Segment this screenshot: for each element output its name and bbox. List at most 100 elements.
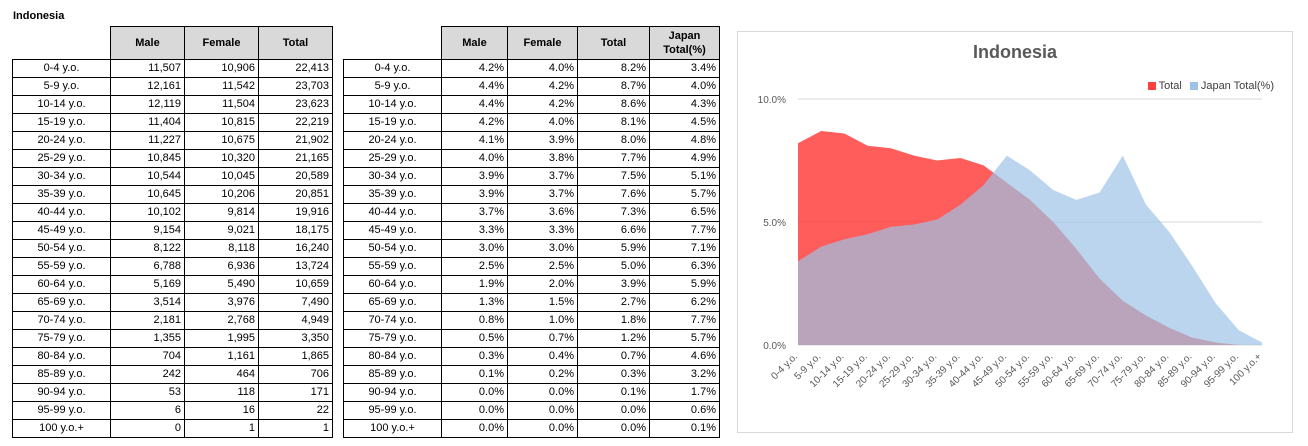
- value-cell: 7.6%: [577, 185, 650, 204]
- value-cell: 7.7%: [577, 149, 650, 168]
- age-group-cell: 65-69 y.o.: [12, 293, 111, 312]
- table-row: 35-39 y.o. 10,645 10,206 20,851: [12, 185, 333, 204]
- value-cell: 1.0%: [507, 311, 578, 330]
- value-cell: 10,675: [184, 131, 259, 150]
- value-cell: 4.4%: [441, 77, 508, 96]
- chart-plot: 0.0%5.0%10.0%0-4 y.o.5-9 y.o.10-14 y.o.1…: [758, 95, 1265, 390]
- value-cell: 10,045: [184, 167, 259, 186]
- value-cell: 5,490: [184, 275, 259, 294]
- value-cell: 10,206: [184, 185, 259, 204]
- value-cell: 0: [110, 419, 185, 438]
- value-cell: 10,320: [184, 149, 259, 168]
- value-cell: 0.7%: [577, 347, 650, 366]
- age-group-cell: 45-49 y.o.: [12, 221, 111, 240]
- table-row: 25-29 y.o. 10,845 10,320 21,165: [12, 149, 333, 168]
- age-group-cell: 60-64 y.o.: [343, 275, 442, 294]
- table-row: 40-44 y.o. 10,102 9,814 19,916: [12, 203, 333, 222]
- table-row: 65-69 y.o. 3,514 3,976 7,490: [12, 293, 333, 312]
- value-cell: 3.9%: [507, 131, 578, 150]
- table-row: 40-44 y.o. 3.7% 3.6% 7.3% 6.5%: [343, 203, 720, 222]
- value-cell: 704: [110, 347, 185, 366]
- value-cell: 19,916: [258, 203, 333, 222]
- value-cell: 23,623: [258, 95, 333, 114]
- value-cell: 3.0%: [441, 239, 508, 258]
- legend-swatch: [1147, 82, 1156, 91]
- value-cell: 22,413: [258, 59, 333, 78]
- table-row: 15-19 y.o. 11,404 10,815 22,219: [12, 113, 333, 132]
- table-row: 65-69 y.o. 1.3% 1.5% 2.7% 6.2%: [343, 293, 720, 312]
- value-cell: 0.0%: [507, 419, 578, 438]
- value-cell: 0.0%: [507, 383, 578, 402]
- table-row: 10-14 y.o. 4.4% 4.2% 8.6% 4.3%: [343, 95, 720, 114]
- y-tick-label: 10.0%: [758, 95, 786, 106]
- table-row: 100 y.o.+ 0 1 1: [12, 419, 333, 438]
- value-cell: 21,165: [258, 149, 333, 168]
- value-cell: 20,851: [258, 185, 333, 204]
- age-group-cell: 60-64 y.o.: [12, 275, 111, 294]
- value-cell: 7.1%: [649, 239, 720, 258]
- table-row: 70-74 y.o. 0.8% 1.0% 1.8% 7.7%: [343, 311, 720, 330]
- value-cell: 10,845: [110, 149, 185, 168]
- population-count-table: Male Female Total 0-4 y.o. 11,507 10,906 22,4…: [12, 26, 333, 438]
- corner-cell: [12, 26, 111, 60]
- age-group-cell: 10-14 y.o.: [343, 95, 442, 114]
- value-cell: 4.6%: [649, 347, 720, 366]
- value-cell: 8.7%: [577, 77, 650, 96]
- chart-title: Indonesia: [972, 42, 1057, 62]
- value-cell: 16,240: [258, 239, 333, 258]
- table-row: 70-74 y.o. 2,181 2,768 4,949: [12, 311, 333, 330]
- value-cell: 10,815: [184, 113, 259, 132]
- value-cell: 4.0%: [649, 77, 720, 96]
- age-group-cell: 40-44 y.o.: [343, 203, 442, 222]
- age-group-cell: 15-19 y.o.: [343, 113, 442, 132]
- y-tick-label: 0.0%: [763, 341, 786, 352]
- legend-swatch: [1189, 82, 1198, 91]
- value-cell: 8.2%: [577, 59, 650, 78]
- value-cell: 8,122: [110, 239, 185, 258]
- table-row: 20-24 y.o. 11,227 10,675 21,902: [12, 131, 333, 150]
- value-cell: 8,118: [184, 239, 259, 258]
- value-cell: 1: [184, 419, 259, 438]
- age-group-cell: 85-89 y.o.: [343, 365, 442, 384]
- table-row: 95-99 y.o. 6 16 22: [12, 401, 333, 420]
- value-cell: 3.6%: [507, 203, 578, 222]
- value-cell: 22: [258, 401, 333, 420]
- value-cell: 171: [258, 383, 333, 402]
- value-cell: 12,119: [110, 95, 185, 114]
- age-group-cell: 80-84 y.o.: [12, 347, 111, 366]
- age-group-cell: 30-34 y.o.: [12, 167, 111, 186]
- age-group-cell: 35-39 y.o.: [12, 185, 111, 204]
- table-row: 50-54 y.o. 3.0% 3.0% 5.9% 7.1%: [343, 239, 720, 258]
- table-row: 20-24 y.o. 4.1% 3.9% 8.0% 4.8%: [343, 131, 720, 150]
- age-group-cell: 75-79 y.o.: [12, 329, 111, 348]
- value-cell: 3.3%: [441, 221, 508, 240]
- area-chart[interactable]: Indonesia Total Japan Total(%) 0.0% 5.0% 10…: [737, 31, 1293, 433]
- table-row: 95-99 y.o. 0.0% 0.0% 0.0% 0.6%: [343, 401, 720, 420]
- value-cell: 10,906: [184, 59, 259, 78]
- value-cell: 1,865: [258, 347, 333, 366]
- table-row: 85-89 y.o. 0.1% 0.2% 0.3% 3.2%: [343, 365, 720, 384]
- value-cell: 0.0%: [577, 401, 650, 420]
- column-header: Male: [441, 26, 508, 60]
- value-cell: 0.0%: [507, 401, 578, 420]
- value-cell: 1.2%: [577, 329, 650, 348]
- value-cell: 0.2%: [507, 365, 578, 384]
- value-cell: 2.0%: [507, 275, 578, 294]
- table-row: 15-19 y.o. 4.2% 4.0% 8.1% 4.5%: [343, 113, 720, 132]
- value-cell: 5.0%: [577, 257, 650, 276]
- value-cell: 53: [110, 383, 185, 402]
- table-row: 60-64 y.o. 5,169 5,490 10,659: [12, 275, 333, 294]
- value-cell: 0.0%: [577, 419, 650, 438]
- value-cell: 1.5%: [507, 293, 578, 312]
- value-cell: 9,154: [110, 221, 185, 240]
- value-cell: 0.4%: [507, 347, 578, 366]
- value-cell: 242: [110, 365, 185, 384]
- value-cell: 10,645: [110, 185, 185, 204]
- table-row: 45-49 y.o. 3.3% 3.3% 6.6% 7.7%: [343, 221, 720, 240]
- value-cell: 3.7%: [441, 203, 508, 222]
- value-cell: 20,589: [258, 167, 333, 186]
- age-group-cell: 0-4 y.o.: [343, 59, 442, 78]
- value-cell: 3.8%: [507, 149, 578, 168]
- value-cell: 3,514: [110, 293, 185, 312]
- value-cell: 8.6%: [577, 95, 650, 114]
